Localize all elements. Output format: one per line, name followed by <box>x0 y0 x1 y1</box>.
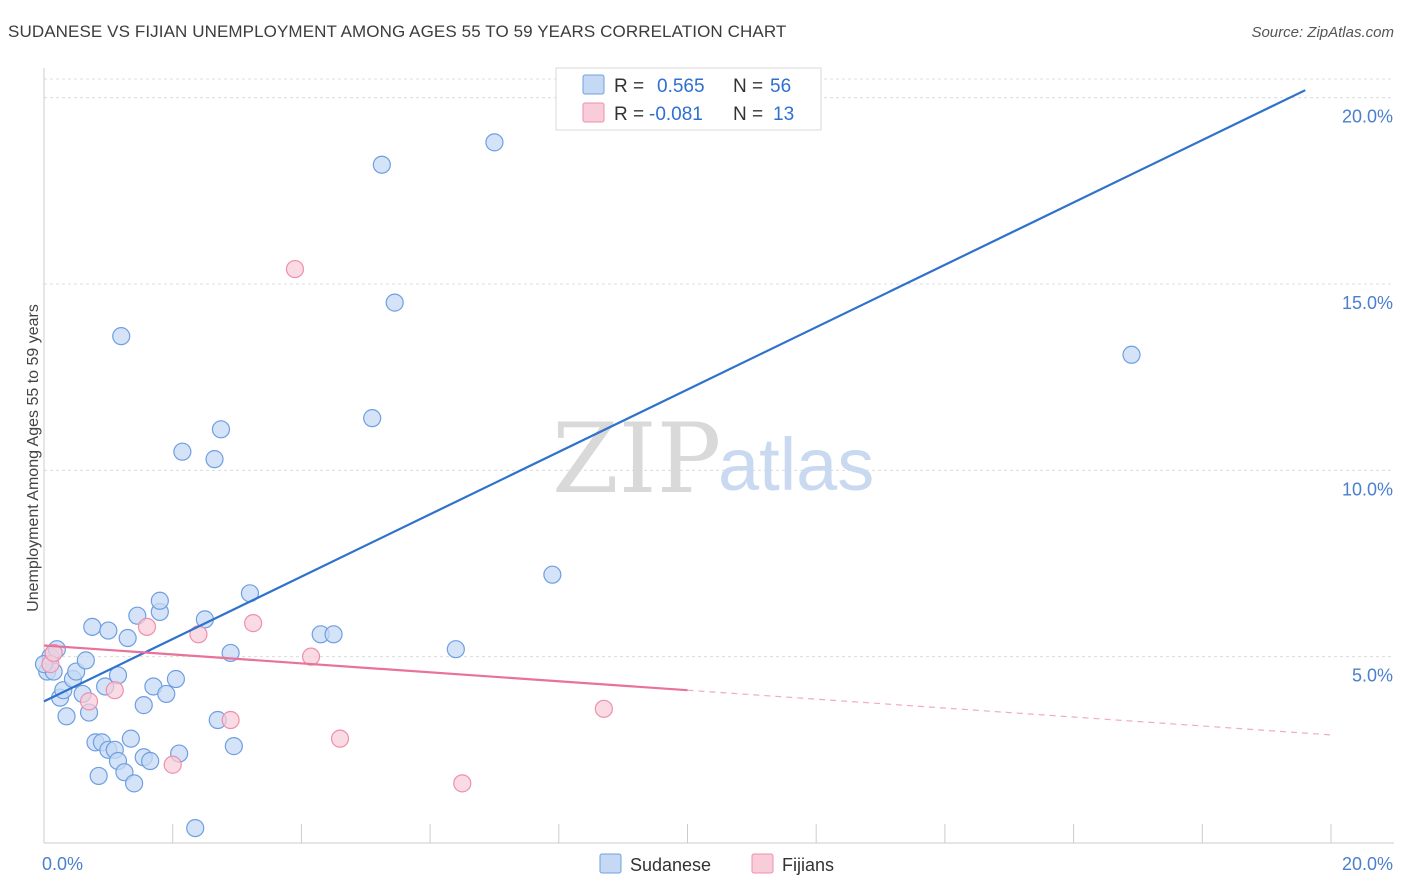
legend-swatch-sudanese <box>582 74 605 95</box>
legend-r-label: R = <box>614 76 644 97</box>
x-tick-label: 20.0% <box>1342 854 1393 874</box>
sudanese-point <box>211 420 231 439</box>
fijians-point <box>44 643 63 663</box>
fijians-point <box>221 710 240 730</box>
x-tick-labels: 0.0% 20.0% <box>42 854 1393 874</box>
sudanese-point <box>166 669 186 689</box>
y-tick-label: 5.0% <box>1352 666 1393 686</box>
bottom-legend-label-sudanese: Sudanese <box>630 855 711 875</box>
fijians-point <box>330 729 350 748</box>
axes <box>43 68 1394 844</box>
fijians-points <box>41 259 613 793</box>
sudanese-point <box>76 651 95 670</box>
trendlines <box>43 89 1332 736</box>
fijians-point <box>105 681 124 700</box>
sudanese-point <box>150 591 169 610</box>
sudanese-point <box>124 774 144 793</box>
fijians-point <box>285 259 305 279</box>
gridlines <box>44 78 1394 658</box>
legend-n-label: N = <box>733 104 763 125</box>
sudanese-point <box>112 327 131 346</box>
sudanese-point <box>89 766 108 786</box>
bottom-legend-swatch-fijians <box>751 853 774 874</box>
watermark-atlas: atlas <box>718 423 874 506</box>
sudanese-point <box>121 729 140 748</box>
fijians-point <box>244 614 263 633</box>
legend-r-value: -0.081 <box>649 104 703 125</box>
legend-swatch-fijians <box>582 102 605 123</box>
y-tick-label: 20.0% <box>1342 107 1393 127</box>
sudanese-point <box>1122 345 1141 364</box>
fijians-point <box>79 692 99 711</box>
y-axis-label: Unemployment Among Ages 55 to 59 years <box>25 304 42 612</box>
watermark: ZIP atlas <box>552 403 874 515</box>
fijians-point <box>594 699 613 718</box>
fijians-trendline-extension <box>687 689 1332 736</box>
sudanese-point <box>385 293 404 312</box>
sudanese-point <box>485 133 504 152</box>
sudanese-point <box>57 707 76 726</box>
legend-r-label: R = <box>614 104 644 125</box>
y-tick-labels: 5.0% 10.0% 15.0% 20.0% <box>1342 107 1393 686</box>
fijians-point <box>301 647 321 666</box>
sudanese-point <box>83 617 102 636</box>
y-tick-label: 15.0% <box>1342 293 1393 313</box>
sudanese-point <box>186 818 205 838</box>
fijians-point <box>137 617 157 636</box>
sudanese-point <box>543 565 562 584</box>
sudanese-point <box>157 684 176 704</box>
legend: R = 0.565 N = 56 R = -0.081 N = 13 <box>555 67 822 131</box>
legend-n-value: 56 <box>770 76 791 97</box>
bottom-legend: Sudanese Fijians <box>599 853 834 875</box>
legend-r-value: 0.565 <box>657 76 705 97</box>
sudanese-point <box>141 751 160 771</box>
y-tick-label: 10.0% <box>1342 479 1393 499</box>
sudanese-point <box>173 442 192 461</box>
sudanese-point <box>224 737 243 756</box>
watermark-zip: ZIP <box>552 403 721 515</box>
source-label: Source: ZipAtlas.com <box>1251 24 1394 41</box>
sudanese-point <box>134 696 153 715</box>
chart-title: SUDANESE VS FIJIAN UNEMPLOYMENT AMONG AG… <box>8 22 787 41</box>
sudanese-point <box>363 409 382 428</box>
sudanese-point <box>205 450 224 469</box>
sudanese-trendline <box>43 89 1306 703</box>
x-tick-label: 0.0% <box>42 854 83 874</box>
bottom-legend-swatch-sudanese <box>599 853 622 874</box>
fijians-trendline <box>43 644 688 692</box>
legend-n-value: 13 <box>773 104 794 125</box>
sudanese-point <box>118 628 137 648</box>
legend-n-label: N = <box>733 76 763 97</box>
sudanese-point <box>372 155 391 174</box>
fijians-point <box>453 774 472 793</box>
sudanese-point <box>324 625 343 644</box>
bottom-legend-label-fijians: Fijians <box>782 855 834 875</box>
sudanese-point <box>99 621 118 640</box>
fijians-point <box>163 755 182 774</box>
sudanese-point <box>446 640 465 659</box>
